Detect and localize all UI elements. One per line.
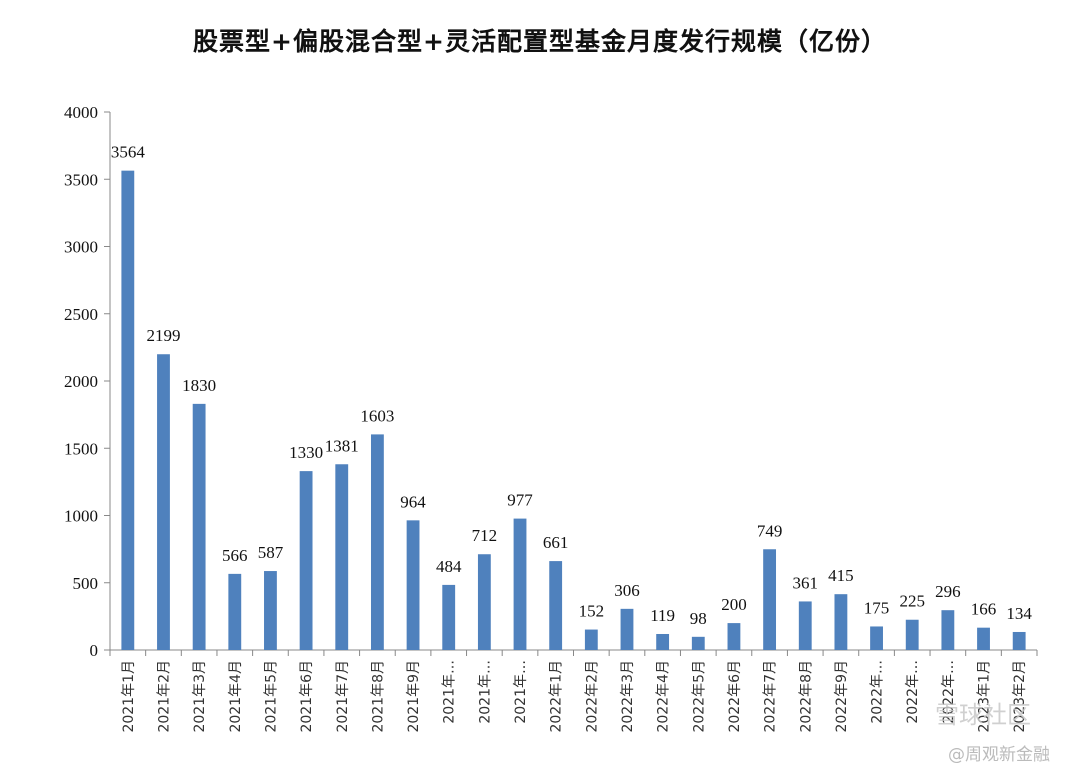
bar bbox=[228, 573, 242, 650]
data-label: 415 bbox=[828, 566, 854, 585]
watermark-author: @周观新金融 bbox=[948, 745, 1050, 765]
y-axis: 0 500 1000 1500 2000 2500 3000 3500 4000 bbox=[64, 103, 111, 660]
y-tick-label: 500 bbox=[73, 574, 99, 593]
x-category-label: 2021年2月 bbox=[156, 660, 172, 733]
y-tick-label: 4000 bbox=[64, 103, 98, 122]
x-category-label: 2022年8月 bbox=[798, 660, 814, 733]
category-labels: 2021年1月 2021年2月 2021年3月 2021年4月 2021年5月 2021年… bbox=[121, 660, 1028, 733]
bar bbox=[798, 601, 812, 650]
bar bbox=[264, 571, 277, 650]
x-category-label: 2022年7月 bbox=[763, 660, 779, 733]
bar bbox=[442, 584, 456, 650]
data-label: 712 bbox=[472, 526, 498, 545]
y-tick-label: 1000 bbox=[64, 507, 98, 526]
x-category-label: 2021年9月 bbox=[406, 660, 422, 733]
bar bbox=[370, 434, 384, 650]
x-category-label: 2021年7月 bbox=[335, 660, 351, 733]
x-category-label: 2022年5月 bbox=[691, 660, 707, 733]
bar bbox=[192, 403, 206, 650]
bar bbox=[870, 626, 883, 650]
bar bbox=[335, 464, 349, 650]
y-tick-label: 1500 bbox=[64, 439, 98, 458]
bar bbox=[620, 608, 634, 650]
data-label: 225 bbox=[899, 592, 925, 611]
x-category-label: 2023年1月 bbox=[977, 660, 993, 733]
y-tick-label: 3000 bbox=[64, 238, 98, 257]
data-label: 306 bbox=[614, 581, 640, 600]
x-category-label: 2023年2月 bbox=[1012, 660, 1028, 733]
bar bbox=[121, 170, 135, 650]
bar bbox=[157, 354, 170, 650]
x-category-label: 2021年… bbox=[513, 660, 529, 724]
bar bbox=[691, 636, 705, 650]
bar bbox=[584, 629, 598, 650]
bar bbox=[477, 554, 491, 650]
x-category-label: 2022年… bbox=[870, 660, 886, 724]
data-label: 1830 bbox=[182, 376, 216, 395]
x-category-label: 2021年… bbox=[477, 660, 493, 724]
bar bbox=[941, 610, 955, 650]
x-category-label: 2021年… bbox=[442, 660, 458, 724]
data-label: 977 bbox=[507, 491, 533, 510]
bar bbox=[656, 633, 670, 650]
y-tick-label: 2000 bbox=[64, 372, 98, 391]
x-category-label: 2022年6月 bbox=[727, 660, 743, 733]
x-axis bbox=[109, 649, 1038, 656]
bar bbox=[299, 471, 313, 650]
data-label: 98 bbox=[690, 609, 707, 628]
data-label: 152 bbox=[579, 602, 605, 621]
data-label: 361 bbox=[793, 573, 819, 592]
bar bbox=[549, 561, 563, 650]
data-label: 661 bbox=[543, 533, 569, 552]
x-category-label: 2022年3月 bbox=[620, 660, 636, 733]
data-label: 1381 bbox=[325, 436, 359, 455]
data-label: 587 bbox=[258, 543, 284, 562]
bar bbox=[977, 627, 990, 650]
data-label: 1330 bbox=[289, 443, 323, 462]
data-label: 200 bbox=[721, 595, 747, 614]
data-label: 749 bbox=[757, 521, 783, 540]
data-label: 296 bbox=[935, 582, 961, 601]
bar-series bbox=[121, 170, 1026, 650]
bar bbox=[763, 549, 777, 650]
x-category-label: 2021年6月 bbox=[299, 660, 315, 733]
data-label: 1603 bbox=[360, 406, 394, 425]
data-label: 2199 bbox=[146, 326, 180, 345]
x-category-label: 2021年8月 bbox=[370, 660, 386, 733]
y-tick-label: 0 bbox=[90, 641, 99, 660]
x-category-label: 2022年… bbox=[905, 660, 921, 724]
x-category-label: 2022年9月 bbox=[834, 660, 850, 733]
y-tick-label: 2500 bbox=[64, 305, 98, 324]
bar bbox=[727, 623, 741, 650]
data-label: 175 bbox=[864, 598, 890, 617]
chart-title: 股票型+偏股混合型+灵活配置型基金月度发行规模（亿份） bbox=[193, 27, 887, 56]
watermark-logo: 雪球社区 bbox=[935, 701, 1031, 729]
x-category-label: 2022年4月 bbox=[656, 660, 672, 733]
bar bbox=[1012, 631, 1026, 650]
data-label: 166 bbox=[971, 600, 997, 619]
bar bbox=[406, 520, 420, 650]
x-category-label: 2021年5月 bbox=[263, 660, 279, 733]
x-category-label: 2021年1月 bbox=[121, 660, 137, 733]
x-category-label: 2021年4月 bbox=[228, 660, 244, 733]
bar bbox=[834, 594, 848, 650]
x-category-label: 2021年3月 bbox=[192, 660, 208, 733]
data-label: 119 bbox=[650, 606, 675, 625]
x-category-label: 2022年… bbox=[941, 660, 957, 724]
data-label: 134 bbox=[1006, 604, 1032, 623]
data-label: 3564 bbox=[111, 143, 146, 162]
x-category-label: 2022年2月 bbox=[584, 660, 600, 733]
data-label: 964 bbox=[400, 492, 426, 511]
data-label: 566 bbox=[222, 546, 248, 565]
bar bbox=[905, 619, 919, 650]
x-category-label: 2022年1月 bbox=[549, 660, 565, 733]
bar bbox=[513, 518, 527, 650]
y-tick-label: 3500 bbox=[64, 170, 98, 189]
data-label: 484 bbox=[436, 557, 462, 576]
